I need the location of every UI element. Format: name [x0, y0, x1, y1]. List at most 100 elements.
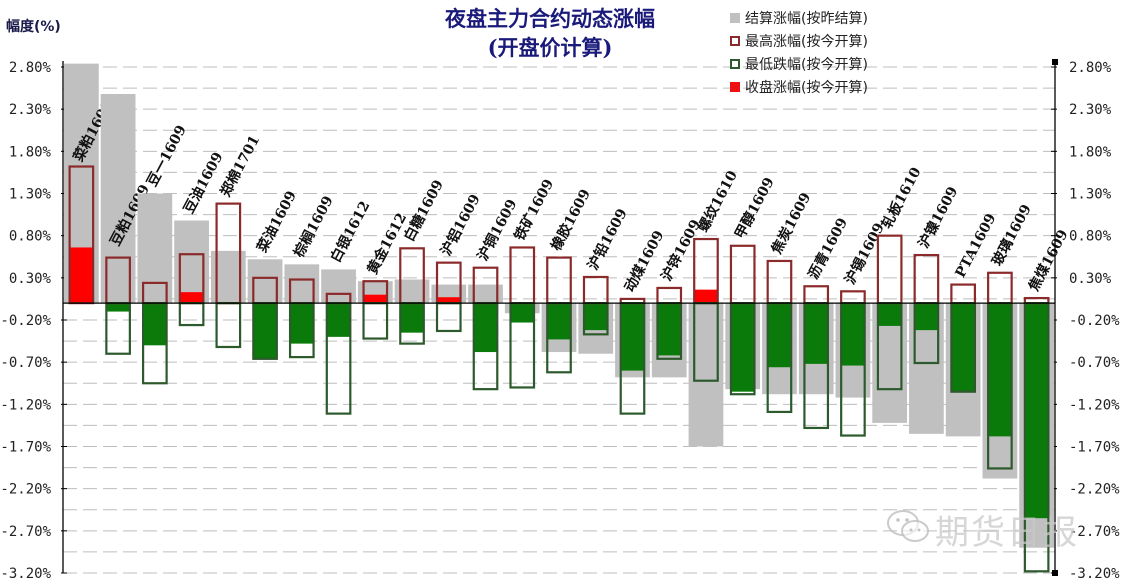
close-bar: [473, 303, 498, 353]
bar-group: [982, 271, 1018, 479]
bar-group: [688, 237, 724, 447]
bar-group: [64, 63, 99, 305]
category-label: 棕榈1609: [290, 193, 337, 261]
legend-item-close: 收盘涨幅(按今开算): [730, 75, 868, 98]
legend-label: 最高涨幅(按今开算): [745, 33, 868, 50]
high-outline: [729, 244, 756, 305]
close-bar: [914, 303, 939, 331]
bar-group: [725, 244, 761, 396]
close-bar: [657, 303, 681, 356]
high-outline: [950, 283, 977, 305]
bar-group: [394, 247, 430, 345]
category-label: 动煤1609: [621, 228, 667, 295]
high-outline: [803, 285, 830, 305]
high-outline: [876, 234, 903, 305]
settle-bar: [468, 284, 503, 304]
chart-title-line2: (开盘价计算): [487, 35, 613, 60]
y-tick-right: 0.30%: [1069, 271, 1112, 287]
low-outline: [178, 302, 205, 327]
green-outline-square-icon: [730, 58, 740, 69]
close-bar: [620, 303, 645, 371]
bar-group: [615, 297, 650, 415]
y-tick-left: 0.30%: [9, 271, 52, 287]
legend-label: 最低跌幅(按今开算): [745, 56, 868, 73]
category-label: 玻璃1609: [988, 202, 1034, 269]
y-tick-right: 1.80%: [1069, 144, 1112, 160]
y-tick-right: -1.70%: [1069, 440, 1120, 456]
close-bar: [363, 294, 388, 304]
y-tick-right: -3.20%: [1069, 566, 1120, 582]
close-bar: [694, 289, 718, 304]
chart-title-line1: 夜盘主力合约动态涨幅: [445, 6, 655, 31]
high-outline: [546, 256, 572, 305]
high-outline: [913, 253, 940, 305]
category-label: 甲醇1609: [731, 175, 777, 242]
bar-group: [909, 253, 944, 434]
y-tick-left: -2.20%: [0, 482, 51, 498]
bar-group: [357, 280, 393, 340]
high-outline: [840, 290, 866, 305]
y-tick-right: -2.20%: [1069, 482, 1120, 498]
close-bar: [951, 303, 975, 392]
category-label: 轧板1610: [878, 164, 925, 231]
close-bar: [767, 303, 792, 368]
bar-group: [247, 259, 283, 360]
close-bar: [179, 292, 204, 304]
bar-group: [137, 193, 173, 385]
close-bar: [1024, 303, 1049, 519]
bar-group: [321, 269, 356, 415]
category-label: 白糖1609: [401, 177, 447, 244]
bar-group: [431, 261, 467, 333]
y-tick-left: 1.30%: [9, 187, 52, 203]
legend-item-high: 最高涨幅(按今开算): [730, 29, 868, 52]
category-label: 橡胶1609: [548, 186, 594, 253]
high-outline: [656, 286, 683, 305]
y-tick-left: 2.80%: [9, 60, 52, 76]
low-outline: [215, 302, 242, 349]
y-tick-right: -1.20%: [1069, 397, 1120, 413]
y-tick-left: -3.20%: [0, 566, 51, 582]
category-label: 白银1612: [327, 198, 373, 265]
bar-group: [835, 290, 871, 437]
legend-item-low: 最低跌幅(按今开算): [730, 52, 868, 75]
category-label: 焦炭1609: [767, 190, 814, 258]
close-bar: [841, 303, 865, 366]
y-tick-left: 2.30%: [9, 102, 52, 118]
close-bar: [143, 303, 167, 346]
legend-label: 结算涨幅(按昨结算): [745, 10, 868, 27]
settle-bar: [394, 279, 430, 304]
y-tick-left: 0.80%: [9, 229, 52, 245]
y-tick-left: -0.70%: [0, 355, 51, 371]
category-label: 黄金1612: [364, 210, 410, 277]
bar-group: [284, 264, 320, 359]
y-tick-left: 1.80%: [9, 144, 52, 160]
high-outline: [766, 259, 793, 305]
close-bar: [253, 303, 277, 360]
bar-group: [468, 266, 503, 391]
bar-group: [798, 285, 834, 430]
category-label: 沪镍1609: [915, 184, 961, 251]
category-label: 焦煤1609: [1025, 227, 1072, 295]
low-outline: [435, 302, 462, 333]
category-label: 豆油1609: [180, 149, 226, 216]
close-bar: [437, 297, 461, 304]
gray-square-icon: [730, 12, 740, 23]
y-tick-left: -1.70%: [0, 440, 51, 456]
red-square-icon: [730, 81, 740, 92]
chart-title: 夜盘主力合约动态涨幅 (开盘价计算): [380, 4, 720, 62]
red-outline-square-icon: [730, 35, 740, 46]
bar-group: [872, 234, 908, 423]
category-label: 郑棉1701: [217, 132, 263, 199]
y-tick-right: 2.80%: [1069, 60, 1112, 76]
watermark-text: 期货日报: [935, 513, 1079, 553]
category-label: 菜油1609: [253, 188, 300, 256]
bar-group: [762, 259, 797, 414]
close-bar: [106, 303, 130, 312]
category-label: 沪锡1609: [841, 220, 887, 287]
category-label: 沥青1609: [805, 215, 851, 282]
category-label: PTA1609: [953, 211, 1000, 280]
close-bar: [69, 247, 94, 304]
y-tick-right: 0.80%: [1069, 229, 1112, 245]
low-outline: [362, 302, 389, 340]
legend-item-settle: 结算涨幅(按昨结算): [730, 6, 868, 29]
